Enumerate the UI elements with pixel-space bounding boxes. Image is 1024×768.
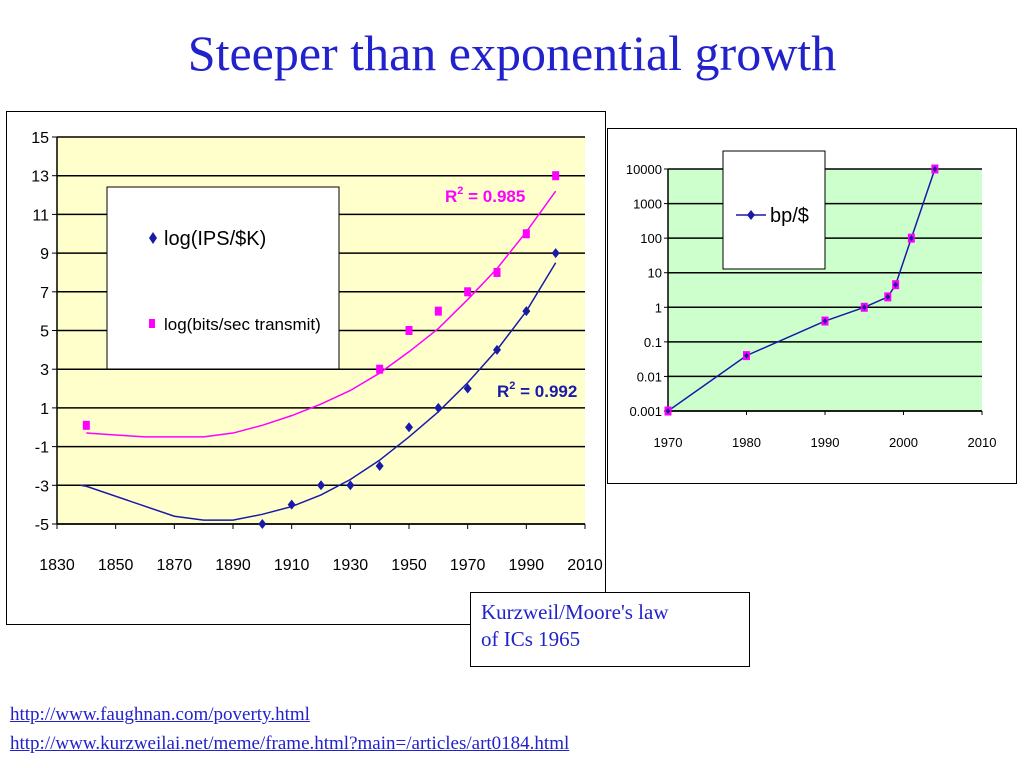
bp-point-diamond-6: [908, 235, 914, 242]
ips-point-4: [375, 460, 384, 471]
legend-marker-right: [747, 210, 755, 220]
y-tick-label-8: -1: [35, 440, 49, 457]
bp-line: [667, 168, 936, 412]
r-squared-bits: R2 = 0.985: [445, 185, 525, 206]
y-tick-label-6: 3: [40, 362, 49, 379]
x-tick-label-8: 1990: [509, 557, 545, 574]
bits-point-6: [522, 229, 530, 239]
bp-point-diamond-1: [744, 352, 749, 359]
link-kurzweilai[interactable]: http://www.kurzweilai.net/meme/frame.htm…: [10, 733, 570, 754]
caption-line-2: of ICs 1965: [481, 627, 581, 652]
bits-point-5: [493, 267, 501, 277]
caption-line-1: Kurzweil/Moore's law: [481, 600, 669, 624]
x-tick-label-7: 1970: [450, 557, 486, 574]
right-x-tick-label-3: 2000: [889, 435, 918, 450]
ips-point-7: [463, 383, 472, 394]
right-y-tick-label-0: 10000: [626, 162, 662, 177]
right-y-tick-label-1: 1000: [633, 197, 662, 212]
bits-point-1: [376, 364, 384, 374]
right-x-tick-label-1: 1980: [732, 435, 761, 450]
legend-marker-bits: [149, 319, 155, 328]
ips-point-2: [317, 480, 325, 491]
bp-point-diamond-2: [822, 318, 828, 325]
y-tick-label-2: 11: [32, 207, 49, 224]
right-y-tick-label-6: 0.01: [637, 369, 662, 384]
ips-point-9: [522, 306, 531, 317]
ips-point-10: [551, 248, 560, 259]
y-tick-label-7: 1: [40, 401, 49, 418]
bp-per-dollar-chart: 10000 1000 100 10 1 0.1 0.01 0.001 1970 1980 1990 2…: [607, 128, 1017, 484]
x-tick-label-1: 1850: [98, 557, 134, 574]
ips-bits-chart: 15 13 11 9 7 5 3 1 -1 -3 -5 1830 1850 1870 1890 1910 193…: [6, 111, 606, 625]
y-tick-label-9: -3: [35, 478, 49, 495]
legend-marker-ips: [149, 232, 157, 244]
legend-box-right: [722, 150, 826, 270]
right-x-tick-label-0: 1970: [654, 435, 683, 450]
y-tick-label-5: 5: [40, 324, 49, 341]
slide-title: Steeper than exponential growth: [187, 25, 837, 81]
y-tick-label-4: 7: [40, 285, 49, 302]
bp-point-diamond-7: [932, 166, 938, 172]
right-y-tick-label-5: 0.1: [644, 335, 662, 350]
x-tick-label-2: 1870: [157, 557, 193, 574]
caption-box: Kurzweil/Moore's law of ICs 1965: [470, 592, 750, 667]
bits-point-4: [464, 287, 472, 297]
right-x-tick-label-4: 2010: [968, 435, 997, 450]
y-tick-label-3: 9: [40, 246, 49, 263]
x-tick-label-0: 1830: [39, 557, 75, 574]
bits-point-0: [82, 420, 90, 430]
x-tick-label-4: 1910: [274, 557, 310, 574]
bp-point-diamond-0: [665, 408, 671, 414]
ips-point-0: [258, 519, 267, 529]
link-faughnan[interactable]: http://www.faughnan.com/poverty.html: [10, 704, 310, 725]
x-tick-label-3: 1890: [215, 557, 251, 574]
legend-label-bp: bp/$: [770, 205, 809, 227]
right-y-tick-label-2: 100: [640, 231, 662, 246]
y-tick-label-10: -5: [35, 517, 49, 534]
trendline-series-0: [80, 262, 557, 521]
legend-label-ips: log(IPS/$K): [164, 228, 266, 250]
trendline-series-1: [86, 190, 557, 438]
source-links: http://www.faughnan.com/poverty.html htt…: [10, 700, 569, 758]
ips-point-3: [346, 480, 355, 491]
legend-label-bits: log(bits/sec transmit): [164, 315, 321, 334]
legend-left: log(IPS/$K) log(bits/sec transmit): [106, 186, 340, 370]
right-y-tick-label-4: 1: [655, 300, 662, 315]
bp-point-diamond-3: [861, 304, 867, 311]
bp-per-dollar-chart-svg: 10000 1000 100 10 1 0.1 0.01 0.001 1970 1980 1990 2…: [626, 150, 997, 450]
right-y-tick-label-3: 10: [648, 266, 662, 281]
x-tick-label-9: 2010: [567, 557, 603, 574]
bp-point-diamond-4: [885, 293, 891, 300]
right-y-tick-label-7: 0.001: [629, 404, 662, 419]
ips-point-6: [434, 402, 443, 413]
legend-box: [106, 186, 340, 370]
right-x-tick-label-2: 1990: [811, 435, 840, 450]
y-tick-label-1: 13: [31, 169, 49, 186]
ips-bits-chart-svg: 15 13 11 9 7 5 3 1 -1 -3 -5 1830 1850 1870 1890 1910 193…: [31, 130, 603, 574]
bp-point-diamond-5: [893, 281, 899, 288]
bits-point-2: [405, 326, 413, 335]
r-squared-ips: R2 = 0.992: [497, 380, 577, 401]
y-tick-label-0: 15: [31, 130, 49, 147]
legend-right: bp/$: [722, 150, 826, 270]
x-tick-label-5: 1930: [333, 557, 369, 574]
ips-point-8: [493, 344, 501, 355]
x-tick-label-6: 1950: [391, 557, 427, 574]
ips-point-1: [287, 499, 296, 510]
bits-point-3: [434, 306, 442, 316]
ips-point-5: [405, 422, 413, 433]
bits-point-7: [552, 171, 560, 181]
